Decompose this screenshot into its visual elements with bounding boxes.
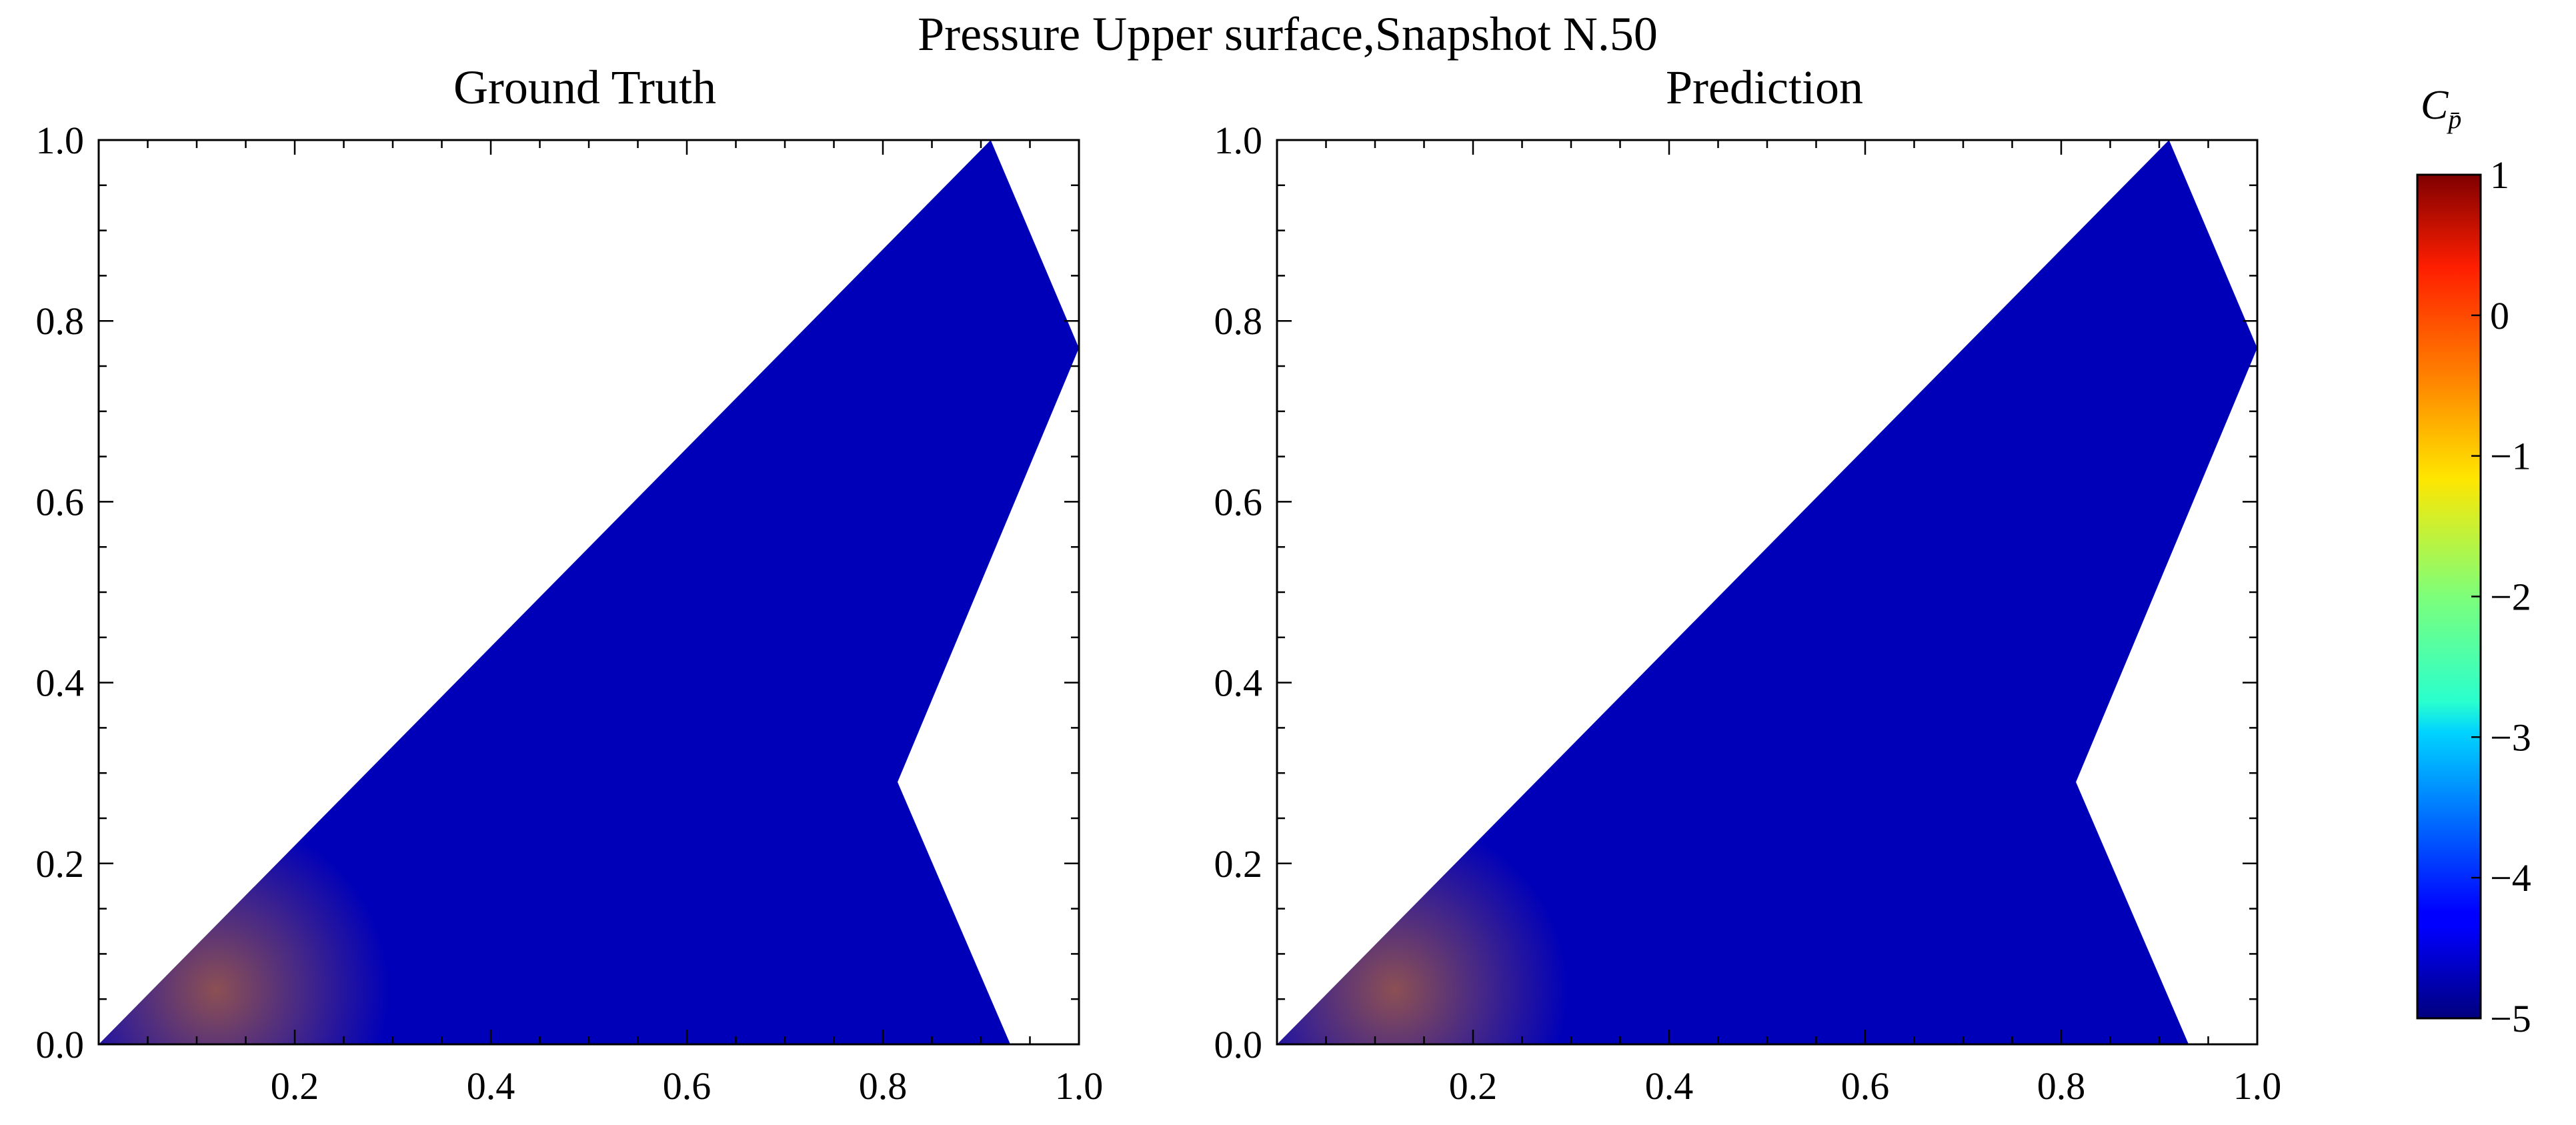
ground-truth-y-tick-label: 0.6	[36, 480, 85, 523]
prediction-x-tick-label: 0.4	[1645, 1064, 1694, 1108]
ground-truth-y-tick-label: 0.0	[36, 1023, 85, 1066]
ground-truth-panel: Ground Truth 0.2 0.4 0.6 0.8 1.0 0.0 0.2 0.4 0.6…	[36, 61, 1104, 1108]
prediction-root-region	[1277, 140, 2257, 1044]
prediction-y-tick-label: 1.0	[1214, 119, 1263, 162]
colorbar-tick-label: −4	[2490, 856, 2531, 900]
ground-truth-x-tick-label: 0.8	[859, 1064, 908, 1108]
prediction-x-tick-label: 1.0	[2233, 1064, 2282, 1108]
ground-truth-title: Ground Truth	[453, 61, 716, 114]
prediction-y-tick-label: 0.6	[1214, 480, 1263, 523]
colorbar-tick-label: −1	[2490, 435, 2531, 478]
colorbar-tick-label: −5	[2490, 997, 2531, 1040]
prediction-x-tick-label: 0.8	[2037, 1064, 2086, 1108]
ground-truth-y-tick-label: 0.4	[36, 662, 85, 705]
prediction-y-tick-label: 0.4	[1214, 662, 1263, 705]
prediction-y-tick-label: 0.0	[1214, 1023, 1263, 1066]
ground-truth-y-tick-label: 1.0	[36, 119, 85, 162]
colorbar-gradient	[2416, 173, 2482, 1020]
prediction-panel: Prediction 0.2 0.4 0.6 0.8 1.0 0.0 0.2 0.4 0.6 0.…	[1214, 61, 2282, 1108]
ground-truth-x-tick-label: 1.0	[1055, 1064, 1104, 1108]
colorbar-tick-label: 0	[2490, 294, 2509, 337]
colorbar-tick-label: −2	[2490, 576, 2531, 619]
prediction-x-tick-label: 0.6	[1841, 1064, 1890, 1108]
ground-truth-x-tick-label: 0.2	[271, 1064, 319, 1108]
prediction-title: Prediction	[1666, 61, 1863, 114]
ground-truth-y-tick-label: 0.8	[36, 299, 85, 343]
ground-truth-root-region	[99, 140, 1079, 1044]
prediction-x-tick-label: 0.2	[1449, 1064, 1498, 1108]
colorbar: Cp̄ 1 0 −1 −2 −3 −4 −5	[2416, 83, 2531, 1040]
colorbar-label: Cp̄	[2421, 83, 2461, 134]
ground-truth-x-tick-label: 0.6	[663, 1064, 712, 1108]
figure-title: Pressure Upper surface,Snapshot N.50	[918, 7, 1658, 61]
ground-truth-x-tick-label: 0.4	[467, 1064, 515, 1108]
colorbar-tick-label: 1	[2490, 153, 2509, 197]
prediction-y-tick-label: 0.8	[1214, 299, 1263, 343]
ground-truth-y-tick-label: 0.2	[36, 842, 85, 886]
prediction-y-tick-label: 0.2	[1214, 842, 1263, 886]
colorbar-tick-label: −3	[2490, 716, 2531, 759]
